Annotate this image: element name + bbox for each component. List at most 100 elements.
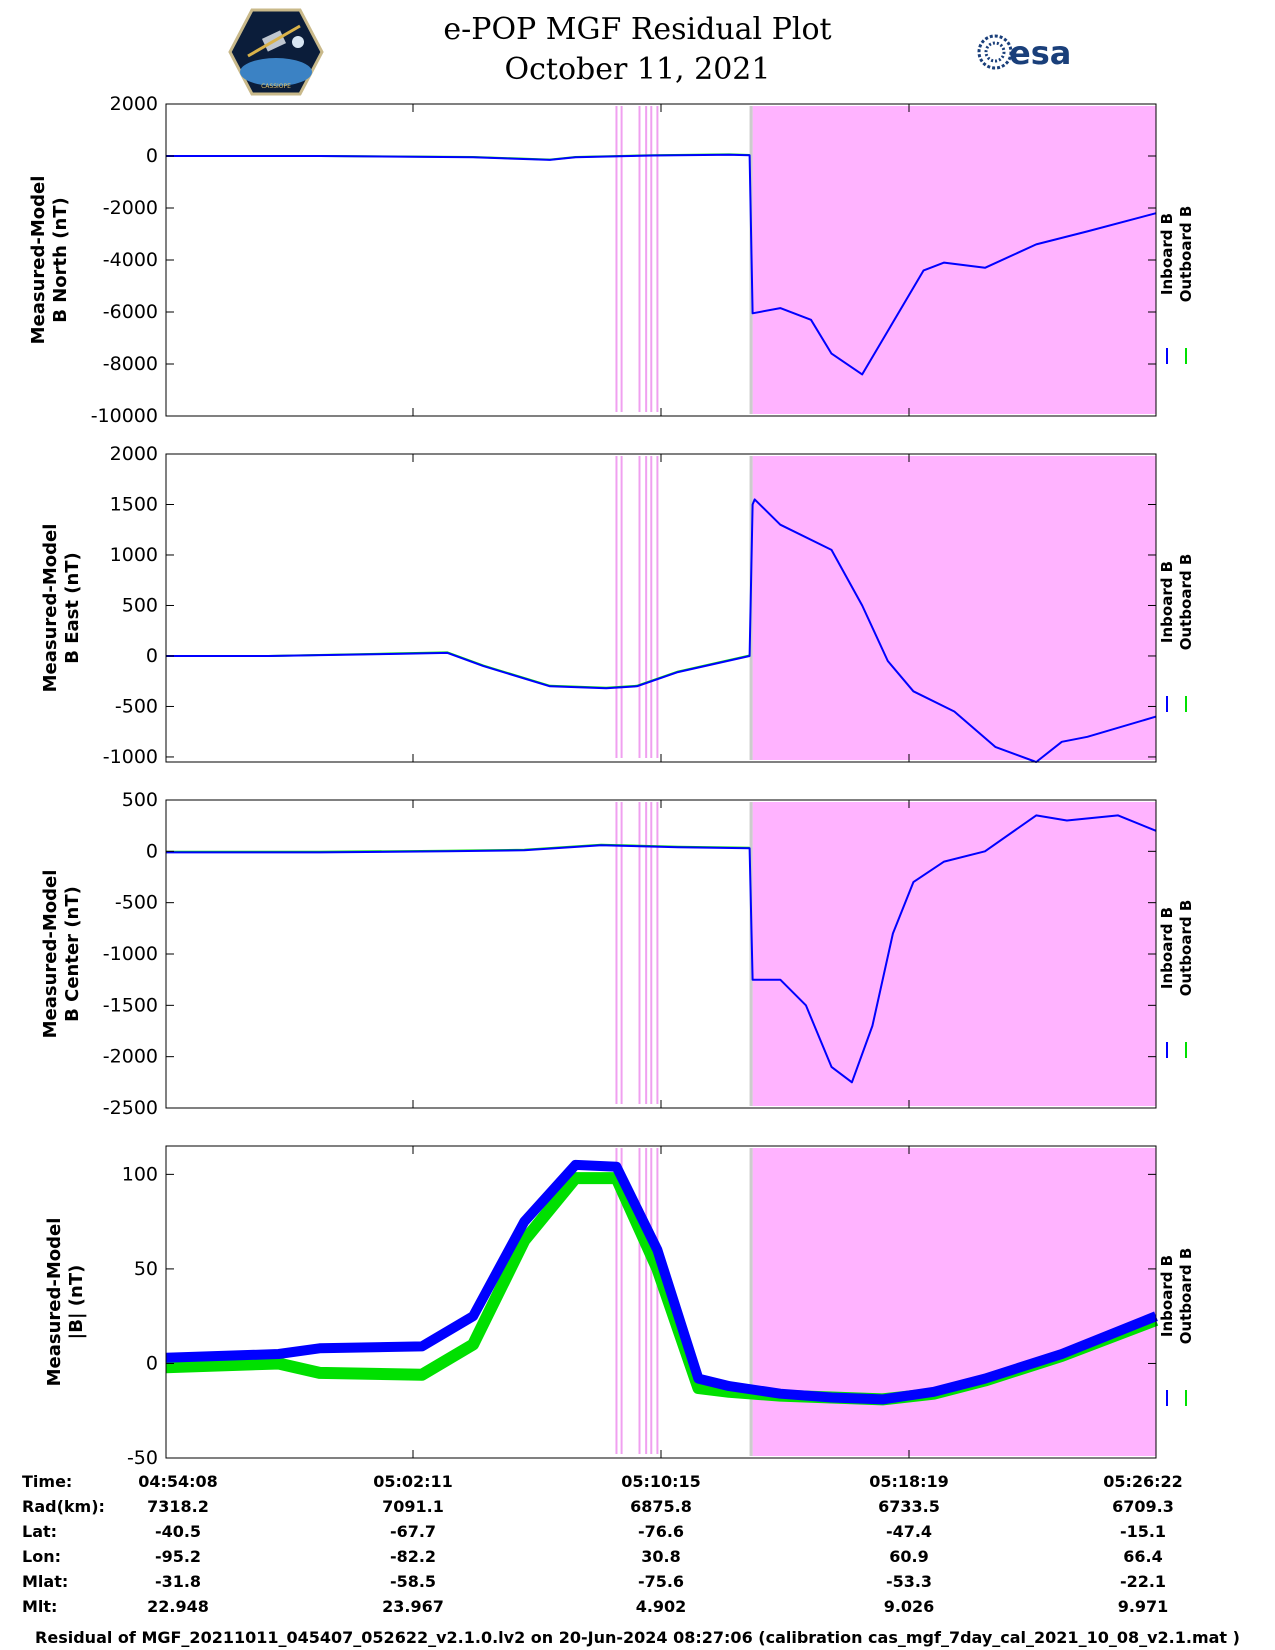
table-value-time: 05:02:11	[373, 1472, 453, 1491]
esa-wordmark: esa	[1009, 34, 1071, 72]
legend-label-outboard: Outboard B	[1177, 206, 1195, 303]
table-value-lat: -67.7	[389, 1522, 437, 1541]
legend-label-inboard: Inboard B	[1158, 907, 1176, 989]
y-axis-label-line: Measured-Model	[40, 870, 61, 1039]
table-value-lon: -95.2	[154, 1547, 202, 1566]
legend-label-outboard: Outboard B	[1177, 554, 1195, 651]
series-line-inboard	[165, 1159, 1158, 1405]
table-value-lon: 66.4	[1123, 1547, 1163, 1566]
table-value-rad: 6709.3	[1112, 1497, 1174, 1516]
table-value-mlt: 22.948	[147, 1597, 209, 1616]
y-tick-label: 0	[146, 840, 158, 862]
table-value-lat: -40.5	[154, 1522, 202, 1541]
panel-2: 2000 1500 1000 500 0 -500 -1000 Measured-ModelB…	[40, 443, 1195, 768]
y-tick-label: 0	[146, 1352, 158, 1374]
y-axis-label: Measured-ModelB North (nT)	[28, 176, 71, 345]
table-value-rad: 7318.2	[147, 1497, 209, 1516]
y-axis-label: Measured-ModelB Center (nT)	[40, 870, 83, 1039]
series-line-inboard	[166, 814, 1157, 1084]
y-tick-label: -50	[127, 1447, 158, 1469]
y-tick-label: -1500	[103, 994, 158, 1016]
y-tick-label: 2000	[110, 443, 158, 465]
legend: Inboard B Outboard B	[1158, 900, 1195, 1058]
panel-3: 500 0 -500 -1000 -1500 -2000 -2500 Measured-Mod…	[40, 789, 1195, 1119]
legend-label-inboard: Inboard B	[1158, 1255, 1176, 1337]
panel-1: 2000 0 -2000 -4000 -6000 -8000 -10000 Measured-…	[28, 93, 1195, 427]
table-value-lat: -47.4	[885, 1522, 933, 1541]
table-value-rad: 6733.5	[878, 1497, 940, 1516]
y-tick-label: -4000	[103, 249, 158, 271]
y-tick-label: -500	[115, 892, 158, 914]
table-value-rad: 7091.1	[382, 1497, 444, 1516]
y-tick-label: 2000	[110, 93, 158, 115]
y-axis-label-line: Measured-Model	[44, 1218, 65, 1387]
panel-4: 100 50 0 -50 Measured-Model|B| (nT) Inboard B…	[44, 1145, 1195, 1469]
y-tick-label: -10000	[91, 405, 158, 427]
legend-label-outboard: Outboard B	[1177, 900, 1195, 997]
legend-label-inboard: Inboard B	[1158, 213, 1176, 295]
y-tick-label: -2000	[103, 197, 158, 219]
table-label-lon: Lon:	[22, 1547, 61, 1566]
y-axis-label-line: B Center (nT)	[62, 886, 83, 1022]
y-tick-label: -6000	[103, 301, 158, 323]
y-tick-label: -2000	[103, 1046, 158, 1068]
gray-band	[749, 1148, 753, 1456]
table-value-time: 05:18:19	[869, 1472, 949, 1491]
y-tick-label: 100	[122, 1163, 158, 1185]
y-axis-label-line: |B| (nT)	[66, 1265, 87, 1340]
legend: Inboard B Outboard B	[1158, 554, 1195, 712]
y-tick-label: 500	[122, 789, 158, 811]
table-value-mlat: -31.8	[154, 1572, 202, 1591]
table-value-mlat: -53.3	[885, 1572, 933, 1591]
y-tick-label: -1000	[103, 943, 158, 965]
series-line-inboard	[166, 498, 1157, 763]
cassiope-caption: CASSIOPE	[261, 83, 291, 90]
table-label-mlat: Mlat:	[22, 1572, 69, 1591]
legend: Inboard B Outboard B	[1158, 1248, 1195, 1406]
table-value-mlat: -58.5	[389, 1572, 437, 1591]
table-value-mlt: 9.026	[883, 1597, 935, 1616]
table-value-time: 05:10:15	[621, 1472, 701, 1491]
cassiope-logo: CASSIOPE	[228, 8, 324, 96]
table-label-time: Time:	[22, 1472, 73, 1491]
y-tick-label: 500	[122, 594, 158, 616]
table-label-lat: Lat:	[22, 1522, 58, 1541]
table-value-lon: -82.2	[389, 1547, 437, 1566]
y-axis-label: Measured-ModelB East (nT)	[40, 524, 83, 693]
series-line-inboard	[166, 153, 1157, 376]
table-label-rad: Rad(km):	[22, 1497, 105, 1516]
table-value-mlt: 9.971	[1117, 1597, 1169, 1616]
y-tick-label: -2500	[103, 1097, 158, 1119]
table-value-lon: 60.9	[889, 1547, 929, 1566]
legend-label-inboard: Inboard B	[1158, 561, 1176, 643]
chart-title: e-POP MGF Residual Plot	[443, 12, 832, 47]
legend-label-outboard: Outboard B	[1177, 1248, 1195, 1345]
y-axis-label: Measured-Model|B| (nT)	[44, 1218, 87, 1387]
shaded-region	[752, 802, 1156, 1106]
footer-note: Residual of MGF_20211011_045407_052622_v…	[35, 1628, 1240, 1647]
legend: Inboard B Outboard B	[1158, 206, 1195, 364]
shaded-region	[752, 1148, 1156, 1456]
y-tick-label: -1000	[103, 746, 158, 768]
table-value-mlat: -22.1	[1119, 1572, 1167, 1591]
y-tick-label: 0	[146, 145, 158, 167]
table-label-mlt: Mlt:	[22, 1597, 58, 1616]
chart-date: October 11, 2021	[504, 52, 771, 87]
y-tick-label: 1000	[110, 544, 158, 566]
table-value-lat: -15.1	[1119, 1522, 1167, 1541]
y-tick-label: 1500	[110, 493, 158, 515]
table-value-lat: -76.6	[637, 1522, 685, 1541]
y-axis-label-line: B North (nT)	[50, 197, 71, 323]
table-value-time: 05:26:22	[1103, 1472, 1183, 1491]
shaded-region	[752, 106, 1156, 414]
shaded-region	[752, 456, 1156, 760]
table-value-rad: 6875.8	[630, 1497, 692, 1516]
y-axis-label-line: Measured-Model	[40, 524, 61, 693]
y-tick-label: -500	[115, 695, 158, 717]
table-value-mlt: 4.902	[635, 1597, 687, 1616]
y-tick-label: 50	[134, 1258, 158, 1280]
table-value-mlat: -75.6	[637, 1572, 685, 1591]
y-tick-label: 0	[146, 645, 158, 667]
y-tick-label: -8000	[103, 353, 158, 375]
